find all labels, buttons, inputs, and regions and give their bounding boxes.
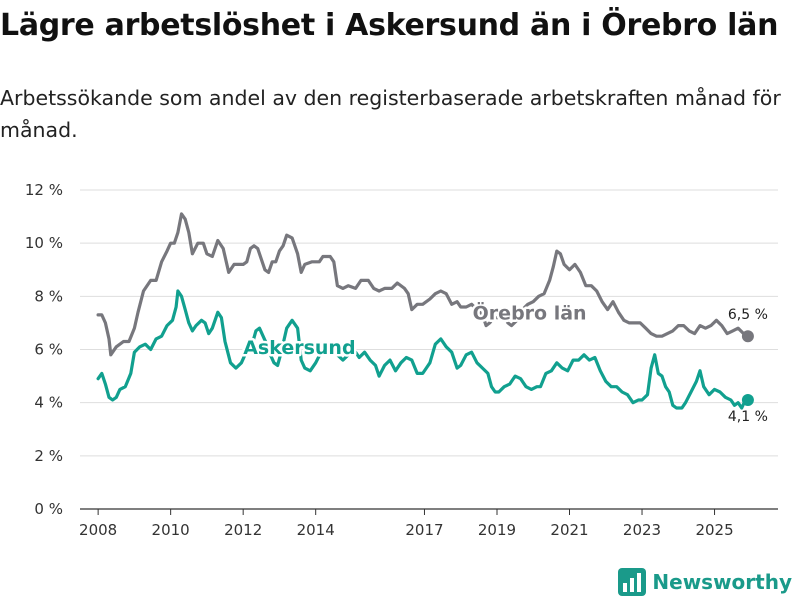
x-tick-label: 2023 — [623, 521, 661, 539]
series-end-point-askersund — [741, 394, 754, 407]
y-tick-label: 8 % — [34, 287, 63, 305]
y-tick-label: 4 % — [34, 394, 63, 412]
y-tick-label: 10 % — [25, 234, 63, 252]
gridlines — [80, 189, 778, 510]
y-tick-label: 2 % — [34, 447, 63, 465]
series-end-point-orebro — [741, 330, 754, 343]
series-label-askersund: Askersund — [243, 337, 355, 359]
line-chart: 0 % 2 % 4 % 6 % 8 % 10 % 12 % 2008 2010 2012 2014… — [25, 181, 778, 539]
newsworthy-logo-icon — [618, 568, 647, 596]
x-tick-label: 2014 — [297, 521, 335, 539]
series-line-askersund — [96, 289, 750, 410]
y-axis-tick-labels: 0 % 2 % 4 % 6 % 8 % 10 % 12 % — [25, 181, 63, 518]
page-title: Lägre arbetslöshet i Askersund än i Öreb… — [0, 8, 779, 43]
subtitle: Arbetssökande som andel av den registerb… — [0, 86, 781, 142]
y-tick-label: 6 % — [34, 341, 63, 359]
brand-name: Newsworthy — [652, 570, 792, 594]
end-value-label-askersund: 4,1 % — [728, 409, 768, 425]
x-tick-label: 2010 — [152, 521, 190, 539]
end-value-label-orebro: 6,5 % — [728, 307, 768, 323]
y-tick-label: 12 % — [25, 181, 63, 199]
series-label-orebro: Örebro län — [473, 300, 587, 324]
x-axis: 2008 2010 2012 2014 2017 2019 2021 2023 2025 — [79, 509, 734, 539]
y-tick-label: 0 % — [34, 500, 63, 518]
series-labels: 6,5 % 4,1 % Örebro län Askersund — [241, 298, 768, 425]
series-line-orebro — [96, 212, 750, 357]
x-tick-label: 2012 — [224, 521, 262, 539]
x-tick-label: 2008 — [79, 521, 117, 539]
x-tick-label: 2025 — [695, 521, 733, 539]
series-lines — [96, 212, 754, 410]
x-tick-label: 2017 — [405, 521, 443, 539]
brand-logo: Newsworthy — [618, 568, 792, 596]
x-tick-label: 2019 — [478, 521, 516, 539]
x-tick-label: 2021 — [550, 521, 588, 539]
